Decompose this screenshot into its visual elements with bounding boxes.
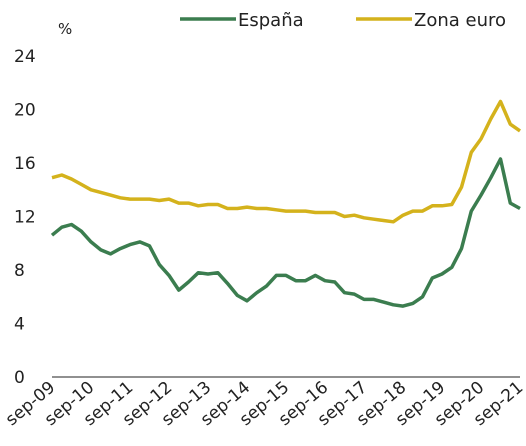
y-tick-label: 4 [14, 315, 25, 335]
y-tick-label: 20 [14, 101, 36, 121]
legend-label: España [238, 10, 304, 31]
y-axis-label: % [58, 20, 72, 38]
y-tick-label: 24 [14, 47, 36, 67]
series-line [51, 99, 521, 224]
y-tick-label: 8 [14, 261, 25, 281]
y-tick-label: 16 [14, 154, 36, 174]
series-line [50, 157, 521, 308]
legend-label: Zona euro [414, 10, 506, 31]
y-tick-label: 0 [14, 368, 25, 388]
y-tick-label: 12 [14, 208, 36, 228]
